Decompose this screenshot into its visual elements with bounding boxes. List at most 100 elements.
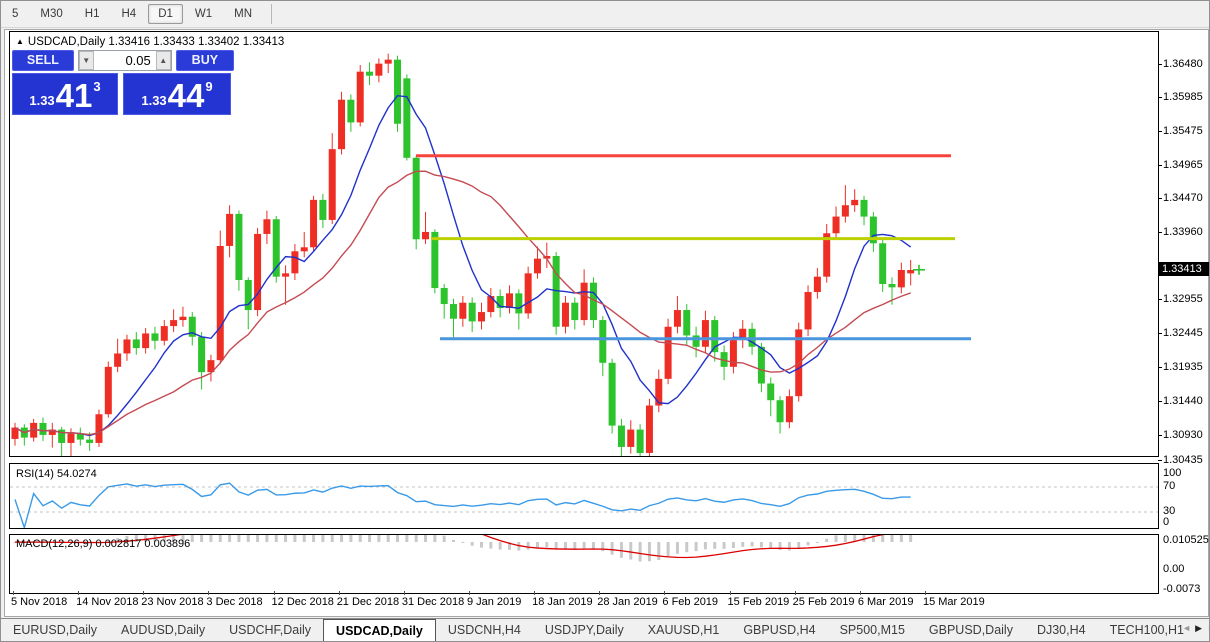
chart-shape: [507, 542, 511, 550]
chart-shape: [188, 316, 196, 337]
chart-shape: [647, 542, 651, 562]
chart-shape: [589, 282, 597, 321]
chart-shape: [125, 536, 129, 542]
chart-shape: [890, 535, 894, 542]
chart-shape: [498, 542, 502, 550]
timeframe-button-m30[interactable]: M30: [40, 8, 63, 20]
date-axis-tick: [664, 591, 666, 595]
timeframe-button-w1[interactable]: W1: [194, 8, 213, 20]
chart-shape: [675, 542, 679, 554]
chart-tab-sp500-m15[interactable]: SP500,M15: [839, 623, 905, 637]
volume-increase-button[interactable]: ▲: [155, 51, 171, 70]
chart-shape: [256, 535, 260, 542]
chart-shape: [170, 320, 178, 327]
date-axis-tick: [534, 591, 536, 595]
chart-shape: [366, 71, 374, 76]
timeframe-button-d1[interactable]: D1: [148, 4, 183, 24]
chart-shape: [76, 433, 84, 440]
chart-shape: [237, 535, 241, 542]
rsi-panel[interactable]: [9, 463, 1159, 529]
rsi-axis-label: 30: [1163, 505, 1176, 517]
chart-shape: [627, 429, 635, 447]
chart-tab-eurusd-daily[interactable]: EURUSD,Daily: [13, 623, 98, 637]
price-axis-label: 1.32445: [1163, 327, 1203, 340]
chart-shape: [377, 535, 381, 542]
chart-shape: [629, 542, 633, 560]
date-axis-label: 14 Nov 2018: [76, 596, 139, 608]
chart-shape: [825, 538, 829, 542]
chart-tab-gbpusd-h4[interactable]: GBPUSD,H4: [743, 623, 816, 637]
timeframe-button-h1[interactable]: H1: [84, 8, 100, 20]
price-axis-tick: [1158, 97, 1162, 99]
sell-price-box[interactable]: 1.33 41 3: [12, 73, 118, 115]
buy-button[interactable]: BUY: [175, 50, 234, 71]
chart-tab-audusd-daily[interactable]: AUDUSD,Daily: [121, 623, 206, 637]
chart-shape: [450, 304, 458, 319]
chart-shape: [95, 414, 103, 443]
chart-shape: [321, 535, 325, 542]
date-axis-tick: [403, 591, 405, 595]
chart-tab-xauusd-h1[interactable]: XAUUSD,H1: [647, 623, 720, 637]
chart-shape: [48, 429, 56, 435]
chart-tab-usdcnh-h4[interactable]: USDCNH,H4: [447, 623, 521, 637]
chart-shape: [638, 542, 642, 562]
chart-shape: [218, 535, 222, 542]
tab-scroll-left-icon[interactable]: ◄: [1182, 623, 1196, 633]
chart-shape: [841, 205, 849, 217]
chart-shape: [869, 216, 877, 244]
chart-shape: [787, 542, 791, 551]
chart-tab-usdcad-daily[interactable]: USDCAD,Daily: [323, 619, 436, 641]
chart-shape: [478, 312, 485, 322]
buy-price-main: 44: [167, 77, 205, 114]
chart-shape: [228, 535, 232, 542]
chart-tab-usdchf-daily[interactable]: USDCHF,Daily: [229, 623, 312, 637]
chart-shape: [461, 542, 465, 543]
chart-shape: [608, 362, 616, 426]
chart-shape: [144, 535, 148, 542]
volume-input[interactable]: 0.05: [125, 53, 151, 68]
chart-shape: [543, 255, 551, 259]
buy-price-pip: 9: [205, 79, 213, 94]
buy-price-box[interactable]: 1.33 44 9: [123, 73, 231, 115]
chart-line: [14, 94, 912, 437]
chart-shape: [505, 293, 513, 309]
macd-label: MACD(12,26,9) 0.002817 0.003896: [16, 538, 191, 550]
date-axis-tick: [78, 591, 80, 595]
tab-scroll-right-icon[interactable]: ▶: [1195, 623, 1206, 633]
chart-shape: [459, 302, 467, 319]
chart-shape: [823, 233, 831, 277]
chart-shape: [563, 542, 567, 549]
date-axis-label: 6 Feb 2019: [662, 596, 719, 608]
date-axis-label: 25 Feb 2019: [792, 596, 855, 608]
price-axis-tick: [1158, 131, 1162, 133]
date-axis-label: 5 Nov 2018: [11, 596, 68, 608]
chart-shape: [403, 78, 411, 158]
chart-shape: [862, 535, 866, 542]
sell-button[interactable]: SELL: [12, 50, 74, 71]
collapse-icon[interactable]: ▲: [16, 37, 24, 46]
chart-tab-usdjpy-daily[interactable]: USDJPY,Daily: [544, 623, 624, 637]
price-axis-tick: [1158, 232, 1162, 234]
date-axis-label: 21 Dec 2018: [336, 596, 400, 608]
chart-shape: [769, 542, 773, 549]
chart-tab-dj30-h4[interactable]: DJ30,H4: [1036, 623, 1086, 637]
price-axis-tick: [1158, 299, 1162, 301]
chart-shape: [216, 245, 224, 361]
chart-shape: [767, 383, 775, 401]
chart-shape: [440, 288, 448, 305]
chart-shape: [368, 535, 372, 542]
chart-shape: [853, 535, 857, 542]
chart-tab-tech100-h1[interactable]: TECH100,H1: [1109, 623, 1184, 637]
timeframe-button-5[interactable]: 5: [12, 8, 19, 20]
timeframe-button-mn[interactable]: MN: [234, 8, 253, 20]
timeframe-button-h4[interactable]: H4: [121, 8, 137, 20]
chart-shape: [496, 296, 504, 309]
date-axis-label: 23 Nov 2018: [141, 596, 204, 608]
date-axis-tick: [208, 591, 210, 595]
volume-decrease-button[interactable]: ▼: [78, 51, 94, 70]
chart-shape: [310, 199, 318, 248]
chart-tab-gbpusd-daily[interactable]: GBPUSD,Daily: [928, 623, 1013, 637]
tab-scroll-arrows: ◄▶: [1182, 623, 1206, 634]
chart-tab-ukc[interactable]: UKC: [1196, 619, 1209, 641]
macd-panel[interactable]: [9, 534, 1159, 594]
